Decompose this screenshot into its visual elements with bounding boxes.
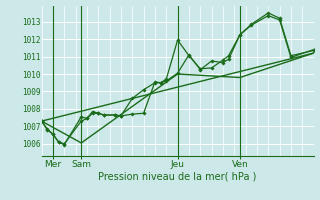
X-axis label: Pression niveau de la mer( hPa ): Pression niveau de la mer( hPa ) — [99, 172, 257, 182]
